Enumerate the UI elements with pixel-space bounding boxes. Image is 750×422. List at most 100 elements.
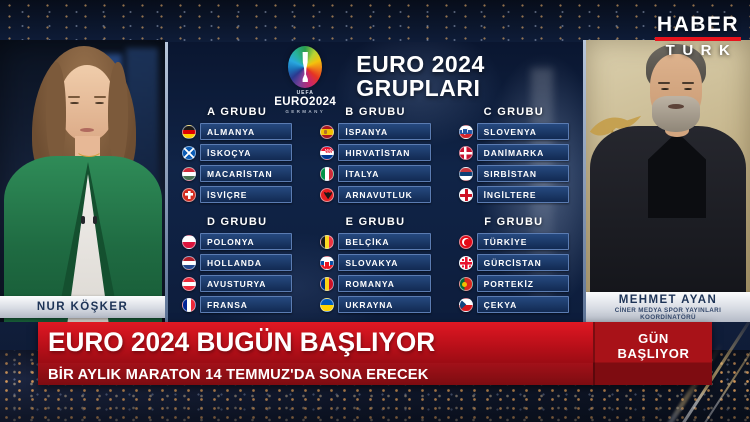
team-name: ÇEKYA (483, 299, 518, 310)
team-name: SIRBİSTAN (483, 168, 537, 179)
group-b: B GRUBU İSPANYA HIRVATİSTAN İTALYA ARNAVUTLU… (320, 106, 431, 207)
broadcast-graphic-screen: UEFA EURO2024 GERMANY EURO 2024 GRUPLARI… (168, 42, 583, 322)
groups-grid: A GRUBU ALMANYA İSKOÇYA MACARİSTAN İSVİÇRE B … (182, 106, 569, 317)
team-name: MACARİSTAN (207, 168, 273, 179)
lower-third-banner: EURO 2024 BUGÜN BAŞLIYOR BİR AYLIK MARAT… (38, 322, 712, 385)
team-name-box: BELÇİKA (338, 233, 431, 250)
flag-slovenia-icon (458, 124, 473, 139)
banner-left-section: EURO 2024 BUGÜN BAŞLIYOR BİR AYLIK MARAT… (38, 322, 593, 385)
presenter-lips (80, 128, 94, 132)
team-name-box: İNGİLTERE (476, 186, 569, 203)
flag-denmark-icon (458, 145, 473, 160)
team-name-box: PORTEKİZ (476, 275, 569, 292)
haberturk-logo: HABER TURK (652, 14, 744, 59)
group-header: B GRUBU (345, 106, 406, 118)
presenter-hair-strand (108, 62, 128, 166)
guest-eye (661, 88, 669, 90)
guest-title: CİNER MEDYA SPOR YAYINLARI KOORDİNATÖRÜ (614, 306, 722, 321)
team-name-box: İSKOÇYA (200, 144, 293, 161)
group-header: C GRUBU (483, 106, 545, 118)
haberturk-logo-line2: TURK (665, 42, 738, 59)
team-row: ROMANYA (320, 275, 431, 292)
group-a: A GRUBU ALMANYA İSKOÇYA MACARİSTAN İSVİÇRE (182, 106, 293, 207)
team-row: PORTEKİZ (458, 275, 569, 292)
flag-spain-icon (320, 124, 335, 139)
ceiling-lights (0, 0, 750, 42)
team-name: TÜRKİYE (483, 236, 528, 247)
flag-romania-icon (320, 276, 335, 291)
trophy-icon (302, 52, 308, 82)
presenter-video-panel: NUR KÖŞKER (0, 40, 165, 322)
guest-name-tag: MEHMET AYAN CİNER MEDYA SPOR YAYINLARI K… (586, 292, 750, 322)
group-e: E GRUBU BELÇİKA SLOVAKYA ROMANYA UKRAYNA (320, 216, 431, 317)
team-row: TÜRKİYE (458, 233, 569, 250)
team-row: İSVİÇRE (182, 186, 293, 203)
team-name-box: UKRAYNA (338, 296, 431, 313)
presenter-brow (94, 96, 106, 98)
team-name: AVUSTURYA (207, 278, 267, 289)
presenter-eye (95, 102, 104, 105)
flag-italy-icon (320, 166, 335, 181)
team-row: BELÇİKA (320, 233, 431, 250)
lavalier-mic-icon (93, 216, 97, 224)
flag-poland-icon (182, 234, 196, 249)
necklace (75, 140, 103, 157)
team-name-box: İTALYA (338, 165, 431, 182)
team-row: FRANSA (182, 296, 293, 313)
flag-england-icon (458, 187, 473, 202)
team-name: İSKOÇYA (207, 147, 252, 158)
team-name-box: ÇEKYA (476, 296, 569, 313)
group-d: D GRUBU POLONYA HOLLANDA AVUSTURYA FRANSA (182, 216, 293, 317)
team-row: AVUSTURYA (182, 275, 293, 292)
team-name-box: ALMANYA (200, 123, 293, 140)
subtitle-bar: BİR AYLIK MARATON 14 TEMMUZ'DA SONA EREC… (38, 363, 593, 385)
team-name-box: GÜRCİSTAN (476, 254, 569, 271)
uefa-wordmark: UEFA (296, 90, 314, 96)
team-name: ARNAVUTLUK (345, 189, 413, 200)
screen-title-row: UEFA EURO2024 GERMANY EURO 2024 GRUPLARI (168, 46, 583, 114)
team-name: UKRAYNA (345, 299, 394, 310)
flag-portugal-icon (458, 276, 473, 291)
team-name: HOLLANDA (207, 257, 262, 268)
group-header: F GRUBU (484, 216, 544, 228)
guest-mouth (668, 104, 684, 109)
program-badge-line1: GÜN (638, 331, 669, 346)
team-name: SLOVAKYA (345, 257, 399, 268)
flag-czechia-icon (458, 297, 473, 312)
group-header: E GRUBU (345, 216, 406, 228)
team-name-box: POLONYA (200, 233, 293, 250)
flag-germany-icon (182, 124, 196, 139)
team-name: İTALYA (345, 168, 380, 179)
team-name-box: İSVİÇRE (200, 186, 293, 203)
team-row: HOLLANDA (182, 254, 293, 271)
program-badge: GÜN BAŞLIYOR (593, 322, 712, 385)
guest-name: MEHMET AYAN (618, 293, 718, 306)
team-row: ALMANYA (182, 123, 293, 140)
team-row: SLOVAKYA (320, 254, 431, 271)
team-row: SLOVENYA (458, 123, 569, 140)
team-name-box: ROMANYA (338, 275, 431, 292)
flag-scotland-icon (182, 145, 196, 160)
screen-bezel-left (165, 42, 168, 322)
team-row: ARNAVUTLUK (320, 186, 431, 203)
guest-eye (684, 88, 692, 90)
team-row: İNGİLTERE (458, 186, 569, 203)
guest-brow (682, 82, 694, 85)
team-name: FRANSA (207, 299, 248, 310)
group-c: C GRUBU SLOVENYA DANİMARKA SIRBİSTAN İNGİLTE… (458, 106, 569, 207)
guest-video-panel: MEHMET AYAN CİNER MEDYA SPOR YAYINLARI K… (586, 40, 750, 322)
flag-albania-icon (320, 187, 335, 202)
screen-title: EURO 2024 GRUPLARI (356, 46, 485, 100)
flag-belgium-icon (320, 234, 335, 249)
team-name-box: MACARİSTAN (200, 165, 293, 182)
germany-label: GERMANY (285, 109, 326, 114)
flag-austria-icon (182, 276, 196, 291)
team-name: SLOVENYA (483, 126, 537, 137)
team-row: SIRBİSTAN (458, 165, 569, 182)
guest-beard (652, 96, 700, 132)
haberturk-logo-red-bar (655, 37, 741, 41)
program-badge-line2: BAŞLIYOR (617, 346, 690, 361)
flag-slovakia-icon (320, 255, 335, 270)
team-row: POLONYA (182, 233, 293, 250)
